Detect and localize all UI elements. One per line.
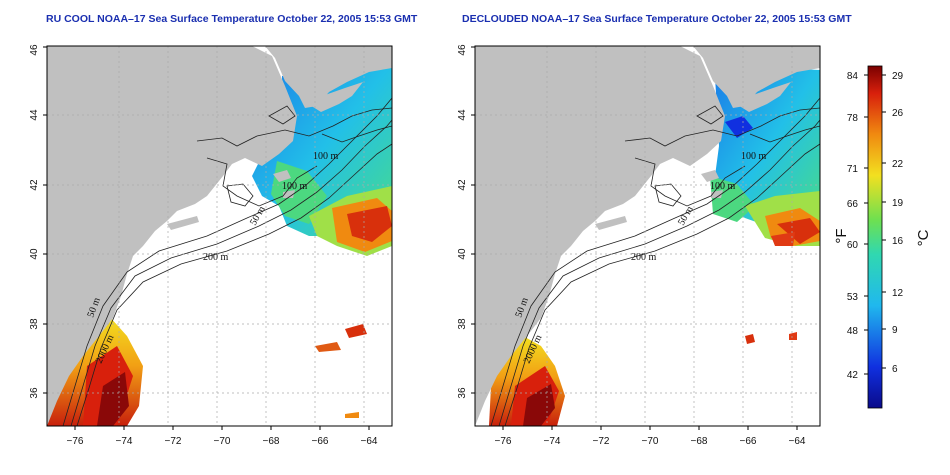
right-x-tick: −64 [789,436,806,447]
colorbar-c-tick: 29 [892,71,904,82]
right-y-axis [471,46,475,394]
right-panel-title: DECLOUDED NOAA–17 Sea Surface Temperatur… [462,13,852,25]
right-x-tick: −66 [740,436,757,447]
right-x-tick: −72 [593,436,610,447]
colorbar-f-tick: 71 [847,164,859,175]
colorbar: 84 78 71 66 60 53 48 42 29 26 22 19 16 1… [833,65,932,409]
right-x-axis [502,426,798,430]
left-x-tick: −70 [214,436,231,447]
colorbar-unit-c: °C [915,229,932,246]
right-sst-north [715,68,820,226]
colorbar-c-tick: 9 [892,325,898,336]
colorbar-f-tick: 53 [847,292,859,303]
left-y-tick: 46 [29,44,40,56]
right-x-tick: −74 [544,436,561,447]
colorbar-c-tick: 19 [892,198,904,209]
colorbar-f-tick: 66 [847,199,859,210]
right-y-tick: 40 [457,248,468,260]
right-x-tick: −76 [495,436,512,447]
left-x-tick: −68 [263,436,280,447]
right-label-100m-b: 100 m [710,181,736,192]
right-y-tick: 36 [457,387,468,399]
right-x-tick: −70 [642,436,659,447]
left-label-100m-a: 100 m [313,151,339,162]
left-panel-title: RU COOL NOAA–17 Sea Surface Temperature … [46,13,418,25]
left-map: 100 m 100 m 50 m 200 m 50 m 2000 m [46,45,393,427]
colorbar-unit-f: °F [833,228,850,243]
left-y-tick: 44 [29,109,40,121]
colorbar-gradient [867,65,883,409]
right-x-tick: −68 [691,436,708,447]
left-x-tick: −64 [361,436,378,447]
left-label-200m: 200 m [203,252,229,263]
left-x-tick: −76 [67,436,84,447]
colorbar-f-tick: 42 [847,370,859,381]
left-y-tick: 36 [29,387,40,399]
colorbar-c-tick: 26 [892,108,904,119]
right-y-tick: 44 [457,109,468,121]
left-x-axis [74,426,370,430]
left-x-tick: −74 [116,436,133,447]
right-map: 100 m 100 m 50 m 200 m 50 m 2000 m [474,45,821,427]
colorbar-c-tick: 22 [892,159,904,170]
left-y-tick: 42 [29,179,40,191]
right-y-tick: 38 [457,318,468,330]
colorbar-f-tick: 48 [847,326,859,337]
colorbar-c-tick: 16 [892,236,904,247]
right-y-tick: 46 [457,44,468,56]
colorbar-f-tick: 60 [847,240,859,251]
right-label-200m: 200 m [631,252,657,263]
colorbar-c-tick: 6 [892,364,898,375]
left-x-tick: −66 [312,436,329,447]
right-label-100m-a: 100 m [741,151,767,162]
right-y-tick: 42 [457,179,468,191]
left-y-tick: 38 [29,318,40,330]
colorbar-f-tick: 78 [847,113,859,124]
left-y-tick: 40 [29,248,40,260]
colorbar-c-tick: 12 [892,288,904,299]
left-label-100m-b: 100 m [282,181,308,192]
left-y-axis [43,46,47,394]
left-x-tick: −72 [165,436,182,447]
colorbar-f-tick: 84 [847,71,859,82]
